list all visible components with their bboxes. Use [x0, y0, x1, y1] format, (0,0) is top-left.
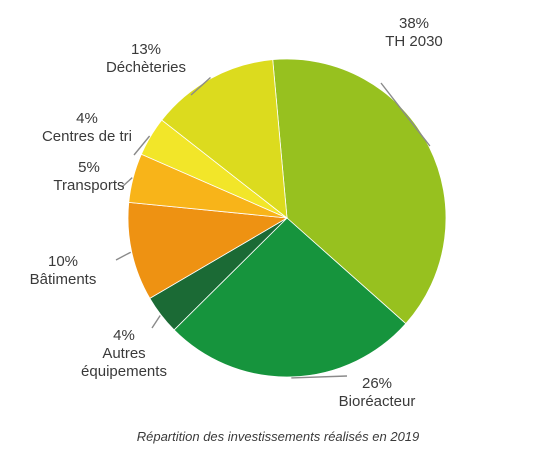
pie-slice-d-ch-teries	[161, 59, 288, 219]
leader-lines	[115, 76, 431, 379]
slice-value-label: 4%	[76, 110, 98, 127]
leader-line	[190, 76, 211, 96]
slice-name-label: Autres	[102, 345, 145, 362]
slice-value-label: 26%	[362, 375, 392, 392]
leader-line	[380, 82, 431, 147]
leader-line	[133, 135, 151, 156]
slice-name-label: Centres de tri	[42, 128, 132, 145]
slice-name-label: TH 2030	[385, 33, 443, 50]
slice-name-label: Bioréacteur	[339, 393, 416, 410]
leader-line	[151, 315, 161, 329]
pie-slice-th-2030	[272, 58, 447, 325]
pie-slice-bior-acteur	[173, 217, 407, 378]
slice-value-label: 10%	[48, 253, 78, 270]
leader-line	[115, 251, 132, 261]
slice-name-label: Déchèteries	[106, 59, 186, 76]
slice-value-label: 38%	[399, 15, 429, 32]
leader-line	[291, 375, 348, 379]
chart-caption: Répartition des investissements réalisés…	[137, 429, 420, 444]
pie-slice-b-timents	[127, 201, 289, 299]
pie-slices	[127, 58, 447, 378]
slice-name-label: Transports	[53, 177, 124, 194]
slice-name-label: Bâtiments	[30, 271, 97, 288]
slice-labels: 38%TH 203026%Bioréacteur4%Autreséquipeme…	[30, 15, 443, 410]
slice-value-label: 5%	[78, 159, 100, 176]
slice-value-label: 13%	[131, 41, 161, 58]
slice-name-label: équipements	[81, 363, 167, 380]
slice-value-label: 4%	[113, 327, 135, 344]
leader-line	[121, 177, 133, 188]
